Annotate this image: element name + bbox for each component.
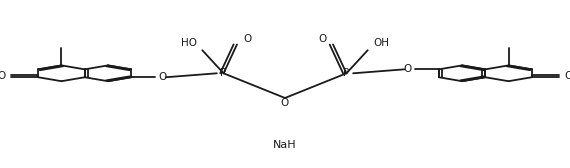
Text: O: O bbox=[243, 34, 251, 44]
Text: OH: OH bbox=[373, 38, 389, 48]
Text: P: P bbox=[221, 68, 227, 78]
Text: O: O bbox=[319, 34, 327, 44]
Text: NaH: NaH bbox=[273, 140, 297, 150]
Text: O: O bbox=[0, 71, 6, 81]
Text: O: O bbox=[564, 71, 570, 81]
Text: O: O bbox=[404, 64, 412, 74]
Text: HO: HO bbox=[181, 38, 197, 48]
Text: O: O bbox=[281, 98, 289, 108]
Text: O: O bbox=[158, 72, 166, 82]
Text: P: P bbox=[343, 68, 349, 78]
